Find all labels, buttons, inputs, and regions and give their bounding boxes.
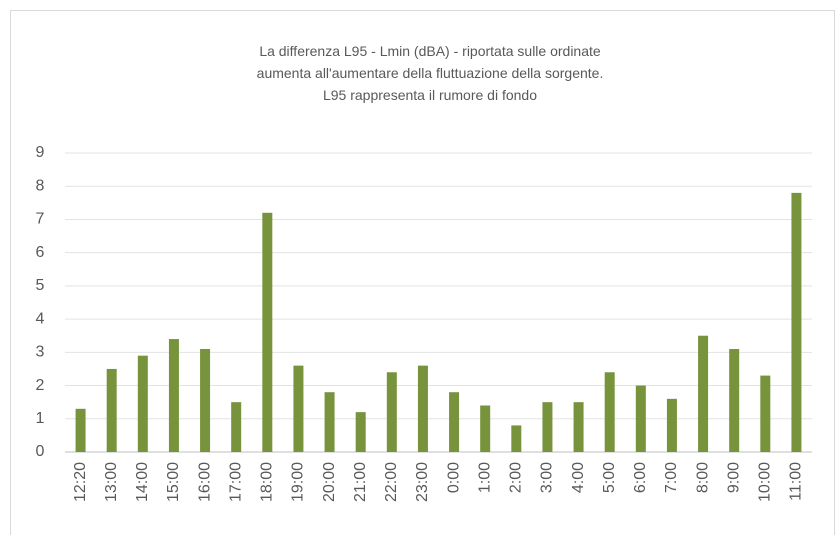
bar (417, 365, 428, 452)
bar (262, 212, 273, 452)
bar (760, 375, 771, 452)
x-tick-label: 12:20 (72, 462, 89, 502)
bar (604, 372, 615, 452)
y-tick-label: 1 (36, 410, 45, 427)
y-tick-label: 3 (36, 344, 45, 361)
x-tick-label: 1:00 (476, 462, 493, 493)
x-tick-label: 14:00 (134, 462, 151, 502)
x-tick-label: 21:00 (352, 462, 369, 502)
x-tick-label: 19:00 (290, 462, 307, 502)
title-line: La differenza L95 - Lmin (dBA) - riporta… (259, 43, 601, 59)
bar (386, 372, 397, 452)
bar (791, 192, 802, 452)
y-tick-label: 5 (36, 277, 45, 294)
x-tick-label: 5:00 (601, 462, 618, 493)
x-tick-label: 15:00 (165, 462, 182, 502)
y-tick-label: 9 (36, 144, 45, 161)
chart-title: La differenza L95 - Lmin (dBA) - riporta… (257, 43, 604, 103)
x-tick-label: 3:00 (539, 462, 556, 493)
x-tick-label: 16:00 (196, 462, 213, 502)
bar (511, 425, 522, 452)
bar (106, 368, 117, 452)
x-tick-label: 7:00 (663, 462, 680, 493)
y-tick-label: 8 (36, 177, 45, 194)
x-tick-label: 13:00 (103, 462, 120, 502)
x-tick-label: 8:00 (694, 462, 711, 493)
bar (168, 339, 179, 452)
bar (75, 408, 86, 452)
x-tick-label: 9:00 (725, 462, 742, 493)
bar (231, 402, 242, 452)
x-tick-label: 4:00 (570, 462, 587, 493)
bar (635, 385, 646, 452)
bar (324, 392, 335, 452)
x-tick-label: 18:00 (259, 462, 276, 502)
bar (666, 398, 677, 452)
x-tick-label: 6:00 (632, 462, 649, 493)
x-tick-label: 10:00 (757, 462, 774, 502)
bar (200, 349, 211, 452)
bar (698, 335, 709, 452)
y-tick-label: 7 (36, 211, 45, 228)
x-tick-label: 22:00 (383, 462, 400, 502)
y-tick-label: 2 (36, 377, 45, 394)
x-tick-label: 17:00 (227, 462, 244, 502)
bar (729, 349, 740, 452)
bar (293, 365, 304, 452)
y-tick-label: 0 (36, 443, 45, 460)
y-tick-label: 4 (36, 310, 45, 327)
bar (449, 392, 460, 452)
x-tick-label: 20:00 (321, 462, 338, 502)
x-tick-label: 2:00 (508, 462, 525, 493)
bar (573, 402, 584, 452)
bar (542, 402, 553, 452)
x-tick-label: 11:00 (788, 462, 805, 501)
x-tick-label: 23:00 (414, 462, 431, 502)
bar (480, 405, 491, 452)
bar (137, 355, 148, 452)
bar (355, 412, 366, 452)
y-tick-label: 6 (36, 244, 45, 261)
title-line: aumenta all'aumentare della fluttuazione… (257, 65, 604, 81)
x-tick-label: 0:00 (445, 462, 462, 493)
title-line: L95 rappresenta il rumore di fondo (323, 87, 537, 103)
